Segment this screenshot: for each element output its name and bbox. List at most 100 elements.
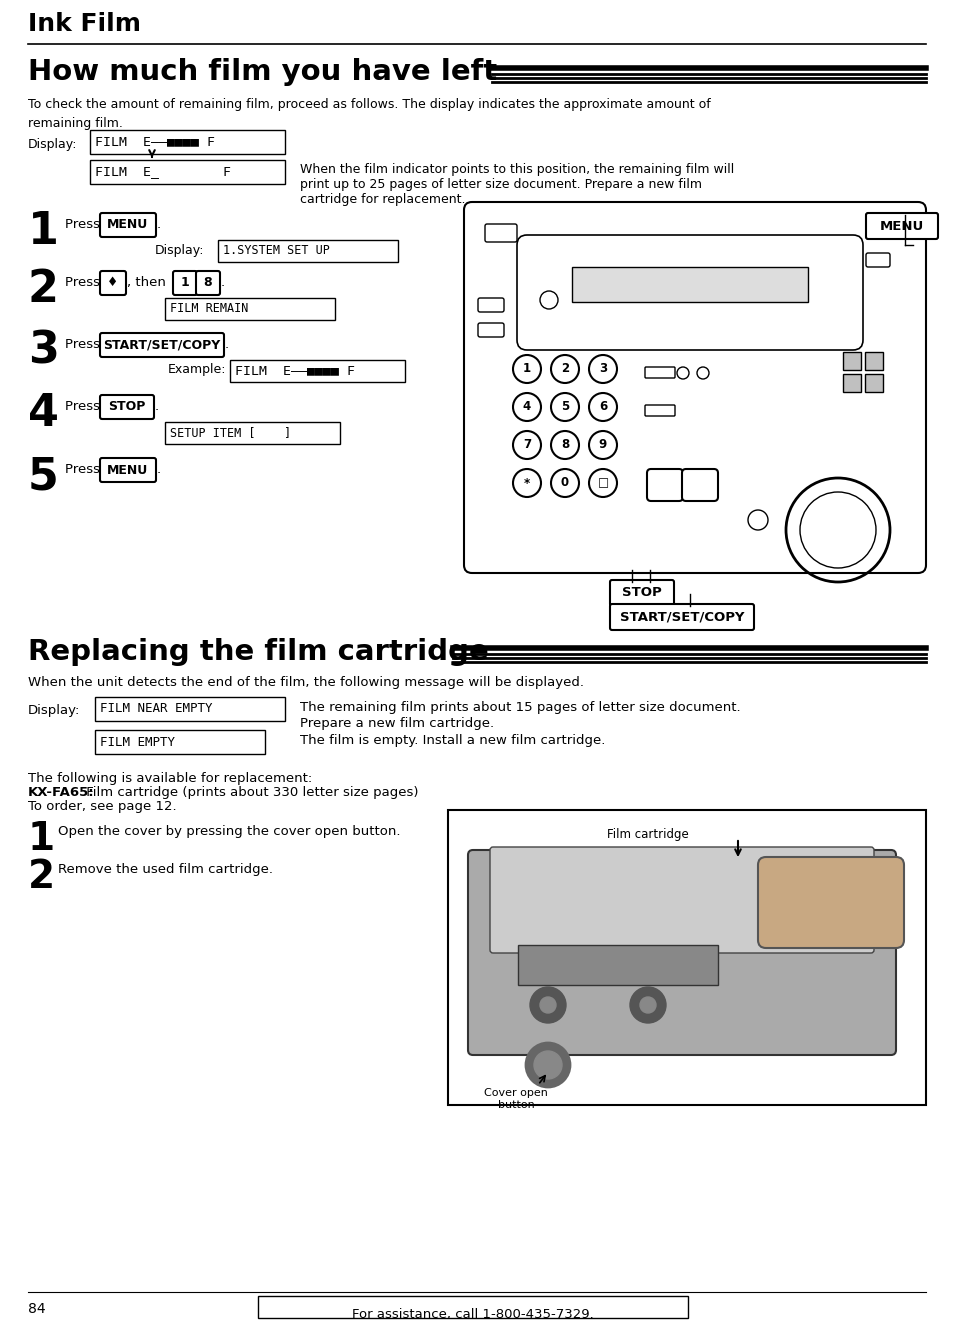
Text: 7: 7 <box>522 438 531 451</box>
Text: Replacing the film cartridge: Replacing the film cartridge <box>28 638 488 666</box>
Text: FILM  E——■■■■ F: FILM E——■■■■ F <box>95 135 214 149</box>
Text: .: . <box>225 338 229 352</box>
Text: Display:: Display: <box>154 244 204 257</box>
FancyBboxPatch shape <box>172 271 196 295</box>
FancyBboxPatch shape <box>871 222 895 236</box>
Text: 1: 1 <box>28 210 59 253</box>
Circle shape <box>530 987 565 1023</box>
Text: The remaining film prints about 15 pages of letter size document.: The remaining film prints about 15 pages… <box>299 701 740 714</box>
Bar <box>95 697 285 721</box>
Text: 8: 8 <box>204 276 213 289</box>
Text: Display:: Display: <box>28 705 80 717</box>
FancyBboxPatch shape <box>490 847 873 953</box>
Text: Example:: Example: <box>168 364 226 376</box>
Text: Film cartridge (prints about 330 letter size pages): Film cartridge (prints about 330 letter … <box>82 786 418 799</box>
FancyBboxPatch shape <box>100 271 126 295</box>
Text: *: * <box>523 476 530 490</box>
Text: FILM NEAR EMPTY: FILM NEAR EMPTY <box>100 702 213 715</box>
Text: FILM  E——■■■■ F: FILM E——■■■■ F <box>234 365 355 377</box>
Text: Press: Press <box>65 218 104 231</box>
Text: To order, see page 12.: To order, see page 12. <box>28 800 176 813</box>
Bar <box>842 374 861 391</box>
FancyBboxPatch shape <box>100 458 156 482</box>
Text: , then: , then <box>127 276 170 289</box>
FancyBboxPatch shape <box>484 224 517 242</box>
Text: 0: 0 <box>560 476 569 490</box>
FancyBboxPatch shape <box>865 253 889 267</box>
FancyBboxPatch shape <box>463 202 925 573</box>
FancyBboxPatch shape <box>517 235 862 350</box>
Text: For assistance, call 1-800-435-7329.: For assistance, call 1-800-435-7329. <box>352 1308 594 1320</box>
Text: 2: 2 <box>28 268 59 311</box>
FancyBboxPatch shape <box>681 468 718 502</box>
Text: STOP: STOP <box>621 587 661 600</box>
Text: .: . <box>154 399 159 413</box>
Text: 3: 3 <box>598 362 606 376</box>
FancyBboxPatch shape <box>865 214 937 239</box>
Text: Film cartridge: Film cartridge <box>606 828 688 841</box>
Bar <box>90 161 285 184</box>
Circle shape <box>539 997 556 1013</box>
Text: 3: 3 <box>28 330 59 373</box>
Bar <box>165 299 335 320</box>
Text: 5: 5 <box>28 455 59 498</box>
Text: To check the amount of remaining film, proceed as follows. The display indicates: To check the amount of remaining film, p… <box>28 98 710 130</box>
Text: 9: 9 <box>598 438 606 451</box>
Bar <box>257 1296 687 1318</box>
Text: When the unit detects the end of the film, the following message will be display: When the unit detects the end of the fil… <box>28 675 583 689</box>
Text: ♦: ♦ <box>108 276 118 289</box>
Bar <box>864 374 882 391</box>
Text: FILM REMAIN: FILM REMAIN <box>170 303 248 316</box>
Bar <box>517 945 718 985</box>
Text: Press: Press <box>65 463 104 476</box>
Text: MENU: MENU <box>879 219 923 232</box>
Text: 6: 6 <box>598 401 606 414</box>
Bar <box>90 130 285 154</box>
Text: The film is empty. Install a new film cartridge.: The film is empty. Install a new film ca… <box>299 734 605 747</box>
Text: .: . <box>157 218 161 231</box>
FancyBboxPatch shape <box>195 271 220 295</box>
Bar <box>218 240 397 261</box>
Text: 1: 1 <box>522 362 531 376</box>
Text: Prepare a new film cartridge.: Prepare a new film cartridge. <box>299 717 494 730</box>
Text: 1: 1 <box>28 820 55 859</box>
Circle shape <box>534 1051 561 1079</box>
Text: Open the cover by pressing the cover open button.: Open the cover by pressing the cover ope… <box>58 825 400 837</box>
Bar <box>864 352 882 370</box>
Text: 1: 1 <box>180 276 190 289</box>
FancyBboxPatch shape <box>609 580 673 606</box>
Text: SETUP ITEM [    ]: SETUP ITEM [ ] <box>170 426 291 439</box>
Text: .: . <box>157 463 161 476</box>
FancyBboxPatch shape <box>100 395 153 419</box>
Text: 2: 2 <box>28 859 55 896</box>
Text: 2: 2 <box>560 362 569 376</box>
Text: START/SET/COPY: START/SET/COPY <box>103 338 220 352</box>
FancyBboxPatch shape <box>646 468 682 502</box>
Text: 4: 4 <box>522 401 531 414</box>
Text: Cover open
button: Cover open button <box>483 1088 547 1111</box>
FancyBboxPatch shape <box>100 214 156 238</box>
FancyBboxPatch shape <box>100 333 224 357</box>
Text: MENU: MENU <box>108 463 149 476</box>
Circle shape <box>639 997 656 1013</box>
Circle shape <box>629 987 665 1023</box>
Text: □: □ <box>597 476 608 490</box>
Text: 8: 8 <box>560 438 569 451</box>
Text: FILM  E_        F: FILM E_ F <box>95 166 231 179</box>
Text: When the film indicator points to this position, the remaining film will: When the film indicator points to this p… <box>299 163 734 176</box>
Bar <box>95 730 265 754</box>
Text: FILM EMPTY: FILM EMPTY <box>100 735 174 748</box>
Text: KX-FA65:: KX-FA65: <box>28 786 94 799</box>
Bar <box>572 267 807 303</box>
Text: 4: 4 <box>28 391 59 435</box>
Text: How much film you have left: How much film you have left <box>28 58 497 86</box>
Text: Press: Press <box>65 276 104 289</box>
Text: .: . <box>221 276 225 289</box>
Text: The following is available for replacement:: The following is available for replaceme… <box>28 772 312 786</box>
FancyBboxPatch shape <box>609 604 753 630</box>
Text: STOP: STOP <box>109 401 146 414</box>
Bar <box>842 352 861 370</box>
FancyBboxPatch shape <box>644 405 675 415</box>
Text: Press: Press <box>65 338 104 352</box>
Bar <box>448 809 925 1105</box>
